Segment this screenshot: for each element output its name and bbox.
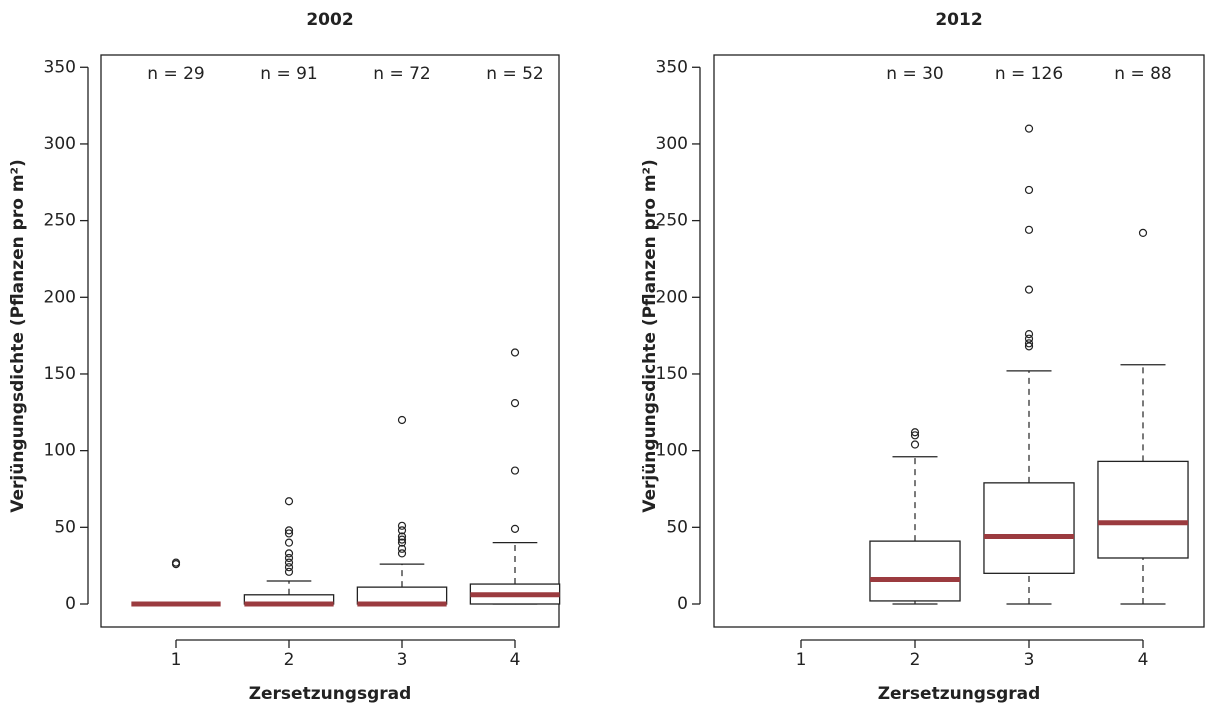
outlier <box>284 563 294 572</box>
y-tick-label: 50 <box>54 517 76 537</box>
outlier <box>284 529 294 538</box>
x-tick-label: 3 <box>1024 650 1035 670</box>
outlier <box>284 538 294 547</box>
x-tick-label: 2 <box>910 650 921 670</box>
outlier <box>284 567 294 576</box>
box <box>983 482 1075 574</box>
n-label: n = 52 <box>486 64 543 84</box>
x-axis-title: Zersetzungsgrad <box>878 684 1041 704</box>
outlier <box>1024 225 1034 234</box>
y-tick-label: 300 <box>44 134 76 154</box>
y-axis-title: Verjüngungsdichte (Pflanzen pro m²) <box>640 159 660 513</box>
outlier <box>1024 285 1034 294</box>
box <box>356 586 448 605</box>
outlier <box>1138 228 1148 237</box>
y-tick-label: 200 <box>44 287 76 307</box>
y-tick-label: 300 <box>656 134 688 154</box>
outlier <box>910 431 920 440</box>
y-tick-label: 250 <box>44 211 76 231</box>
y-axis-title: Verjüngungsdichte (Pflanzen pro m²) <box>8 159 28 513</box>
outlier <box>510 524 520 533</box>
plot-frame <box>713 54 1205 628</box>
box <box>1097 460 1189 559</box>
outlier <box>284 549 294 558</box>
y-tick-label: 150 <box>44 364 76 384</box>
n-label: n = 88 <box>1114 64 1171 84</box>
y-tick-label: 350 <box>44 57 76 77</box>
y-tick-label: 0 <box>677 594 688 614</box>
n-label: n = 72 <box>373 64 430 84</box>
outlier <box>910 440 920 449</box>
outlier <box>397 538 407 547</box>
chart-title: 2012 <box>935 10 982 30</box>
outlier <box>1024 339 1034 348</box>
y-tick-label: 150 <box>656 364 688 384</box>
y-tick-label: 50 <box>666 517 688 537</box>
chart-title: 2002 <box>306 10 353 30</box>
x-tick-label: 2 <box>284 650 295 670</box>
x-tick-label: 3 <box>397 650 408 670</box>
y-tick-label: 350 <box>656 57 688 77</box>
box <box>869 540 961 602</box>
y-tick-label: 250 <box>656 211 688 231</box>
outlier <box>510 466 520 475</box>
outlier <box>1024 342 1034 351</box>
y-tick-label: 100 <box>656 441 688 461</box>
outlier <box>510 399 520 408</box>
outlier <box>397 549 407 558</box>
y-tick-label: 0 <box>65 594 76 614</box>
n-label: n = 91 <box>260 64 317 84</box>
outlier <box>397 535 407 544</box>
outlier <box>284 497 294 506</box>
x-axis-title: Zersetzungsgrad <box>249 684 412 704</box>
n-label: n = 30 <box>886 64 943 84</box>
outlier <box>1024 334 1034 343</box>
plot-frame <box>100 54 560 628</box>
y-tick-label: 100 <box>44 441 76 461</box>
outlier <box>171 558 181 567</box>
y-tick-label: 200 <box>656 287 688 307</box>
x-tick-label: 4 <box>1138 650 1149 670</box>
x-tick-label: 4 <box>510 650 521 670</box>
outlier <box>1024 329 1034 339</box>
outlier <box>397 526 407 535</box>
outlier <box>397 532 407 541</box>
x-tick-label: 1 <box>171 650 182 670</box>
n-label: n = 126 <box>995 64 1063 84</box>
n-label: n = 29 <box>147 64 204 84</box>
outlier <box>284 526 294 535</box>
outlier <box>397 544 407 553</box>
outlier <box>397 415 407 425</box>
outlier <box>1024 124 1034 133</box>
outlier <box>284 553 294 563</box>
outlier <box>397 521 407 530</box>
outlier <box>910 428 920 437</box>
outlier <box>1024 185 1034 195</box>
x-tick-label: 1 <box>796 650 807 670</box>
outlier <box>510 348 520 357</box>
outlier <box>284 558 294 567</box>
